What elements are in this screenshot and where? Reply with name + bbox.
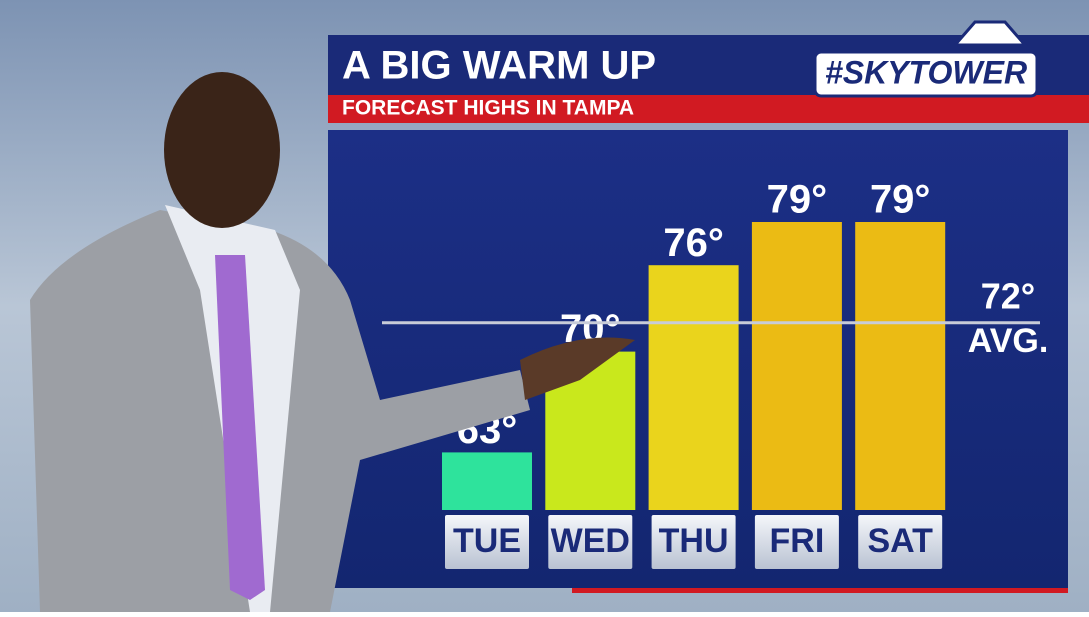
x-tick-label: WED [551,522,630,560]
value-label: 76° [663,221,724,265]
logo-box [813,50,1039,98]
x-tick-label: THU [659,522,729,560]
logo-tower-icon [951,20,1029,47]
day-box [858,515,943,569]
average-value-label: 72° [981,275,1035,316]
value-label: 79° [870,178,931,222]
presenter [30,72,635,612]
chart-subtitle: FORECAST HIGHS IN TAMPA [342,97,634,120]
average-label: AVG. [968,322,1049,360]
x-tick-label: TUE [453,522,521,560]
chart-title: A BIG WARM UP [342,44,656,88]
bar [442,452,532,510]
bar [855,222,946,510]
bottom-accent [572,588,1068,593]
x-tick-label: FRI [770,522,825,560]
bar [751,222,842,510]
x-tick-label: SAT [867,522,933,560]
presenter-tie [215,255,265,600]
day-box [754,515,839,569]
presenter-hand [520,337,635,400]
day-box [548,515,633,569]
day-box [445,515,529,569]
value-label: 79° [767,178,828,222]
bar [648,265,739,510]
presenter-head [164,72,280,228]
logo-text: #SKYTOWER [825,54,1027,90]
day-box [651,515,736,569]
subtitle-bar [328,95,1089,123]
